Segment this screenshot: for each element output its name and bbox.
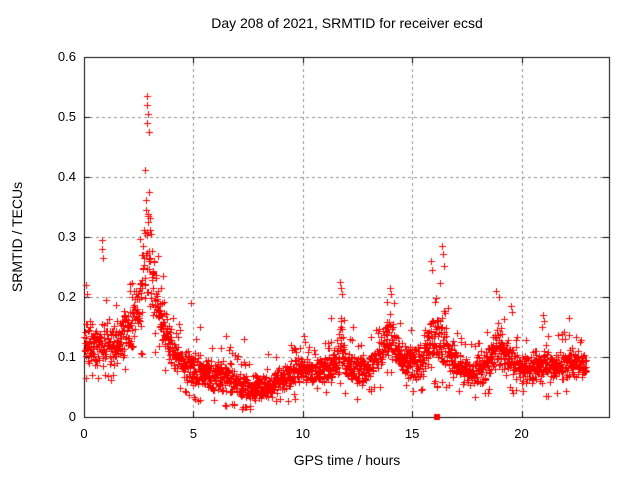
x-tick-label: 10 (295, 426, 310, 441)
y-tick-label: 0.5 (57, 109, 76, 124)
y-tick-label: 0.2 (57, 289, 76, 304)
y-axis-label: SRMTID / TECUs (9, 181, 25, 293)
x-tick-label: 20 (514, 426, 529, 441)
x-tick-label: 5 (189, 426, 197, 441)
x-tick-label: 15 (404, 426, 420, 441)
x-tick-label: 0 (80, 426, 88, 441)
x-axis-label: GPS time / hours (293, 452, 401, 468)
y-tick-label: 0 (68, 409, 76, 424)
y-tick-label: 0.1 (57, 349, 76, 364)
y-tick-label: 0.6 (57, 49, 76, 64)
y-tick-label: 0.3 (57, 229, 76, 244)
y-tick-label: 0.4 (57, 169, 76, 184)
chart-title: Day 208 of 2021, SRMTID for receiver ecs… (211, 15, 483, 31)
